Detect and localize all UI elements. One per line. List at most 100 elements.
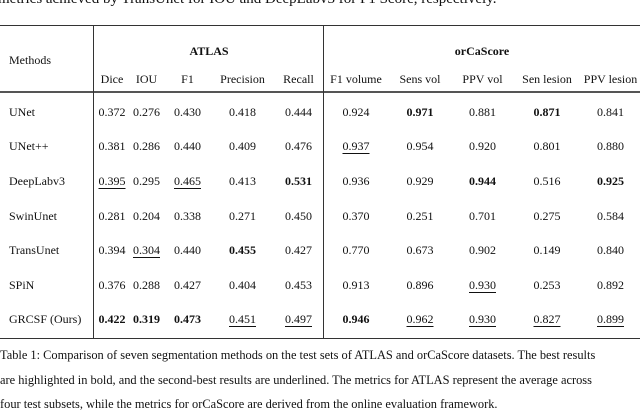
metric-cell: 0.395 <box>94 164 130 199</box>
metric-cell: 0.892 <box>581 268 640 303</box>
table-row: SwinUnet 0.281 0.204 0.338 0.271 0.450 0.370 0.… <box>0 199 640 234</box>
metric-value: 0.920 <box>469 139 496 154</box>
metric-cell: 0.440 <box>163 130 212 165</box>
metric-cell: 0.453 <box>273 268 324 303</box>
column-header: Precision <box>220 71 265 86</box>
column-header: Recall <box>283 71 314 86</box>
metric-value: 0.394 <box>98 243 126 258</box>
metric-cell: 0.149 <box>513 233 581 268</box>
bottom-rule <box>0 338 640 339</box>
metric-value: 0.404 <box>229 277 256 292</box>
metric-cell: 0.946 <box>324 303 388 338</box>
column-header: PPV vol <box>462 71 503 86</box>
metric-value: 0.936 <box>342 173 370 188</box>
metric-cell: 0.944 <box>452 164 513 199</box>
metric-value: 0.473 <box>174 312 201 327</box>
metric-cell: 0.701 <box>452 199 513 234</box>
metric-value: 0.531 <box>285 173 312 188</box>
column-header: F1 <box>181 71 194 86</box>
metric-cell: 0.516 <box>513 164 581 199</box>
metric-value: 0.902 <box>469 243 496 258</box>
metric-value: 0.770 <box>342 243 370 258</box>
metric-cell: 0.531 <box>273 164 324 199</box>
column-header: IOU <box>135 71 158 86</box>
metric-cell: 0.880 <box>581 130 640 165</box>
metric-value: 0.440 <box>174 243 201 258</box>
metric-value: 0.516 <box>533 173 561 188</box>
metric-value: 0.440 <box>174 139 201 154</box>
metric-cell: 0.770 <box>324 233 388 268</box>
table-row: GRCSF (Ours) 0.422 0.319 0.473 0.451 0.497 0.9… <box>0 303 640 338</box>
metric-cell: 0.295 <box>130 164 163 199</box>
metric-value: 0.319 <box>133 312 160 327</box>
metric-cell: 0.827 <box>513 303 581 338</box>
group-header-atlas: ATLAS <box>189 44 229 58</box>
method-name: SwinUnet <box>9 208 57 223</box>
metric-cell: 0.381 <box>94 130 130 165</box>
metric-value: 0.451 <box>229 312 256 327</box>
metric-value: 0.455 <box>229 243 256 258</box>
metric-cell: 0.251 <box>388 199 452 234</box>
metric-cell: 0.444 <box>273 95 324 130</box>
metric-cell: 0.841 <box>581 95 640 130</box>
metric-value: 0.286 <box>133 139 160 154</box>
results-table: Methods ATLAS orCaScore Dice IOU F1 Precisi… <box>0 26 640 337</box>
metric-cell: 0.473 <box>163 303 212 338</box>
metric-value: 0.338 <box>174 208 201 223</box>
preceding-text: metrics achieved by TransUnet for IOU an… <box>0 0 496 8</box>
methods-header: Methods <box>9 53 51 67</box>
metric-value: 0.913 <box>342 277 370 292</box>
metric-value: 0.871 <box>533 104 561 119</box>
metric-cell: 0.372 <box>94 95 130 130</box>
metric-cell: 0.954 <box>388 130 452 165</box>
metric-value: 0.295 <box>133 173 160 188</box>
metric-value: 0.465 <box>174 173 201 188</box>
metric-cell: 0.930 <box>452 303 513 338</box>
metric-value: 0.251 <box>406 208 434 223</box>
metric-cell: 0.413 <box>212 164 273 199</box>
metric-cell: 0.971 <box>388 95 452 130</box>
metric-cell: 0.899 <box>581 303 640 338</box>
metric-value: 0.971 <box>406 104 434 119</box>
metric-value: 0.896 <box>406 277 434 292</box>
metric-value: 0.275 <box>533 208 561 223</box>
top-rule <box>0 25 640 26</box>
metric-value: 0.253 <box>533 277 561 292</box>
metric-value: 0.930 <box>469 277 496 292</box>
metric-value: 0.149 <box>533 243 561 258</box>
table-row: UNet++ 0.381 0.286 0.440 0.409 0.476 0.937 0.95… <box>0 130 640 165</box>
metric-cell: 0.275 <box>513 199 581 234</box>
caption-line: are highlighted in bold, and the second-… <box>0 372 592 387</box>
metric-cell: 0.404 <box>212 268 273 303</box>
column-header: Dice <box>100 71 124 86</box>
metric-cell: 0.451 <box>212 303 273 338</box>
metric-value: 0.946 <box>342 312 370 327</box>
metric-cell: 0.840 <box>581 233 640 268</box>
metric-value: 0.944 <box>469 173 496 188</box>
metric-cell: 0.394 <box>94 233 130 268</box>
metric-value: 0.880 <box>597 139 624 154</box>
method-name: UNet <box>9 104 35 119</box>
metric-cell: 0.465 <box>163 164 212 199</box>
metric-value: 0.937 <box>342 139 370 154</box>
metric-cell: 0.376 <box>94 268 130 303</box>
metric-cell: 0.896 <box>388 268 452 303</box>
column-header: PPV lesion <box>583 71 638 86</box>
metric-value: 0.701 <box>469 208 496 223</box>
metric-value: 0.409 <box>229 139 256 154</box>
metric-value: 0.924 <box>342 104 370 119</box>
method-name: SPiN <box>9 277 35 292</box>
metric-cell: 0.476 <box>273 130 324 165</box>
metric-cell: 0.286 <box>130 130 163 165</box>
metric-value: 0.395 <box>98 173 126 188</box>
column-header: Sens vol <box>399 71 441 86</box>
metric-value: 0.453 <box>285 277 312 292</box>
metric-cell: 0.440 <box>163 233 212 268</box>
metric-cell: 0.204 <box>130 199 163 234</box>
metric-cell: 0.288 <box>130 268 163 303</box>
metric-value: 0.288 <box>133 277 160 292</box>
metric-value: 0.930 <box>469 312 496 327</box>
metric-value: 0.271 <box>229 208 256 223</box>
metric-value: 0.801 <box>533 139 561 154</box>
metric-cell: 0.450 <box>273 199 324 234</box>
